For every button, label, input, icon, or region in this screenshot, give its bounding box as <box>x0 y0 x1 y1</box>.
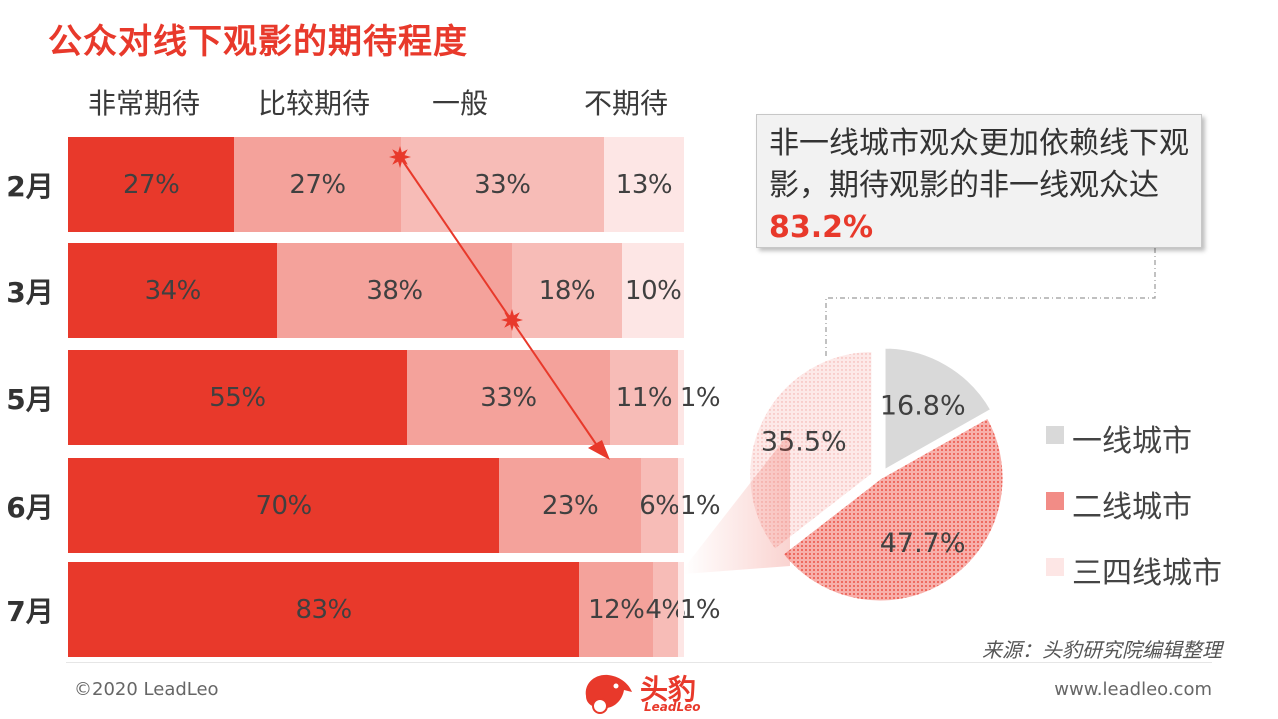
bar-segment <box>68 350 407 445</box>
bar-value-label: 83% <box>295 594 352 625</box>
bar-segment <box>677 562 684 657</box>
bar-segment <box>622 243 684 338</box>
legend-item-very: 非常期待 <box>88 87 201 120</box>
star-marker-icon <box>389 146 411 168</box>
bar-segment <box>68 243 278 338</box>
bar-segment <box>400 137 604 232</box>
website: www.leadleo.com <box>1054 679 1212 700</box>
bar-segment <box>277 243 512 338</box>
bar-value-label: 38% <box>366 275 423 306</box>
bar-value-label: 27% <box>289 169 346 200</box>
bar-value-label: 12% <box>588 594 645 625</box>
bar-value-label: 11% <box>615 382 673 413</box>
callout-connector <box>825 248 1156 380</box>
legend-item-normal: 一般 <box>432 87 489 120</box>
footer-divider <box>66 662 1212 663</box>
bar-segment <box>677 350 684 445</box>
bar-value-label: 1% <box>679 490 721 521</box>
bar-segment <box>640 458 678 553</box>
legend-item-fairly: 比较期待 <box>258 87 371 120</box>
callout-highlight: 83.2% <box>769 210 874 245</box>
callout-text: 非一线城市观众更加依赖线下观影，期待观影的非一线观众达 <box>769 126 1189 203</box>
pie-slice <box>882 345 994 474</box>
bar-segment <box>234 137 401 232</box>
bar-value-label: 27% <box>123 169 180 200</box>
bar-value-label: 70% <box>255 490 312 521</box>
pie-legend-label: 三四线城市 <box>1072 556 1222 591</box>
pie-value-label: 47.7% <box>880 528 966 559</box>
swatch-tier1 <box>1046 426 1064 444</box>
arrow-head-icon <box>588 440 610 460</box>
bar-value-label: 33% <box>474 169 531 200</box>
bar-segment <box>603 137 684 232</box>
bar-segment <box>677 458 684 553</box>
bar-value-label: 13% <box>615 169 673 200</box>
bar-segment <box>499 458 641 553</box>
swatch-tier3 <box>1046 558 1064 576</box>
month-label: 3月 <box>6 275 54 309</box>
bar-value-label: 1% <box>679 594 721 625</box>
brand-name: 头豹 <box>640 673 697 706</box>
source-note: 来源：头豹研究院编辑整理 <box>982 638 1222 662</box>
brand-logo: 头豹 LeadLeo <box>578 666 708 716</box>
funnel-connector <box>684 432 790 574</box>
bar-segment <box>579 562 654 657</box>
bar-value-label: 23% <box>541 490 599 521</box>
page-title: 公众对线下观影的期待程度 <box>48 22 468 62</box>
callout-box: 非一线城市观众更加依赖线下观影，期待观影的非一线观众达 83.2% <box>756 114 1202 248</box>
leopard-icon <box>585 674 632 714</box>
month-label: 2月 <box>6 169 54 203</box>
bar-value-label: 18% <box>538 275 596 306</box>
bar-value-label: 1% <box>679 382 721 413</box>
pie-legend-label: 一线城市 <box>1072 424 1192 459</box>
bar-value-label: 33% <box>480 382 537 413</box>
pie-value-label: 16.8% <box>880 391 966 422</box>
pie-legend-label: 二线城市 <box>1072 490 1192 525</box>
pie-slice <box>779 414 1006 604</box>
bar-segment <box>68 458 500 553</box>
copyright: ©2020 LeadLeo <box>74 679 219 700</box>
bar-segment <box>610 350 678 445</box>
trend-arrow-line <box>399 156 597 445</box>
bar-value-label: 10% <box>625 275 682 306</box>
legend-item-not: 不期待 <box>584 87 669 120</box>
bar-segment <box>68 562 580 657</box>
bar-value-label: 6% <box>639 490 680 521</box>
bar-segment <box>511 243 623 338</box>
bar-segment <box>653 562 678 657</box>
month-label: 5月 <box>6 382 54 416</box>
brand-sub: LeadLeo <box>644 700 701 714</box>
month-label: 7月 <box>6 594 54 628</box>
star-marker-icon <box>501 309 523 331</box>
month-label: 6月 <box>6 490 54 524</box>
bar-segment <box>68 137 235 232</box>
bar-value-label: 55% <box>209 382 266 413</box>
bar-value-label: 34% <box>144 275 202 306</box>
bar-segment <box>406 350 611 445</box>
swatch-tier2 <box>1046 492 1064 510</box>
